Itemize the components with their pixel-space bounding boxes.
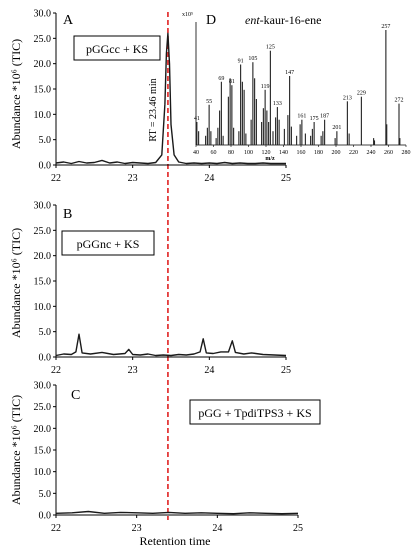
spectrum-x-tick-label: 200 (332, 150, 341, 156)
y-tick-label: 30.0 (34, 201, 52, 212)
spectrum-peak-label: 69 (218, 76, 224, 82)
y-tick-label: 30.0 (34, 381, 52, 392)
x-tick-label: 25 (281, 365, 291, 376)
spectrum-peak-label: 187 (320, 114, 329, 120)
y-tick-label: 0.0 (39, 353, 52, 364)
spectrum-x-tick-label: 100 (244, 150, 253, 156)
mass-spectrum-inset: x10⁵ D ent-kaur-16-ene m/z 40 60 80 100 120 1… (182, 12, 411, 162)
chromatogram-panel-c: C Abundance *10⁶ (TIC) pGG + TpdiTPS3 + … (9, 381, 321, 534)
x-tick-label: 22 (51, 173, 61, 184)
y-tick-label: 5.0 (39, 135, 52, 146)
spectrum-x-tick-label: 180 (314, 150, 323, 156)
chromatogram-trace (55, 333, 287, 357)
y-tick-label: 15.0 (34, 277, 52, 288)
x-tick-label: 25 (293, 523, 303, 534)
spectrum-peak-label: 272 (395, 98, 404, 104)
y-tick-label: 10.0 (34, 467, 52, 478)
spectrum-title-rest: -kaur-16-ene (260, 13, 322, 27)
spectrum-peak-label: 41 (194, 116, 200, 122)
y-axis-label: Abundance *10⁶ (TIC) (9, 39, 23, 149)
spectrum-peak-label: 119 (261, 84, 270, 90)
y-tick-label: 15.0 (34, 85, 52, 96)
spectrum-x-tick-label: 220 (349, 150, 358, 156)
x-tick-label: 25 (281, 173, 291, 184)
spectrum-peak-label: 55 (206, 99, 212, 105)
spectrum-scale-label: x10⁵ (182, 12, 193, 18)
y-axis-label: Abundance *10⁶ (TIC) (9, 228, 23, 338)
spectrum-peak-label: 125 (266, 45, 275, 51)
y-tick-label: 25.0 (34, 402, 52, 413)
y-tick-label: 5.0 (39, 327, 52, 338)
spectrum-peak-label: 91 (238, 59, 244, 65)
spectrum-peak-label: 133 (273, 101, 282, 107)
spectrum-peak-label: 229 (357, 91, 366, 97)
y-tick-label: 0.0 (39, 161, 52, 172)
y-tick-label: 25.0 (34, 226, 52, 237)
spectrum-x-tick-label: 120 (262, 150, 271, 156)
sample-label: pGGcc + KS (86, 42, 148, 56)
y-tick-label: 30.0 (34, 9, 52, 20)
spectrum-x-tick-label: 40 (193, 150, 199, 156)
spectrum-x-label: m/z (265, 156, 275, 162)
spectrum-x-tick-label: 140 (279, 150, 288, 156)
chromatogram-trace (55, 32, 286, 165)
spectrum-peak-label: 175 (310, 116, 319, 122)
y-tick-label: 20.0 (34, 59, 52, 70)
spectrum-peak-label: 201 (332, 125, 341, 131)
spectrum-x-tick-label: 60 (211, 150, 217, 156)
spectrum-peak-label: 147 (285, 70, 294, 76)
y-tick-label: 20.0 (34, 424, 52, 435)
sample-label: pGG + TpdiTPS3 + KS (198, 406, 311, 420)
y-tick-label: 25.0 (34, 34, 52, 45)
x-tick-label: 22 (51, 365, 61, 376)
retention-time-label: RT = 23.46 min (148, 78, 159, 141)
x-tick-label: 24 (204, 365, 214, 376)
spectrum-peak-label: 81 (229, 79, 235, 85)
chromatogram-trace (55, 510, 299, 515)
spectrum-x-tick-label: 240 (367, 150, 376, 156)
spectrum-title-italic: ent (245, 13, 260, 27)
spectrum-peak-label: 257 (381, 24, 390, 30)
x-tick-label: 23 (128, 173, 138, 184)
x-tick-label: 24 (204, 173, 214, 184)
x-tick-label: 23 (128, 365, 138, 376)
sample-label: pGGnc + KS (77, 237, 140, 251)
panel-letter: C (71, 388, 80, 403)
y-tick-label: 5.0 (39, 489, 52, 500)
panel-letter: D (206, 13, 216, 28)
chromatogram-panel-a: A Abundance *10⁶ (TIC) pGGcc + KS 0.0 5.0… (9, 9, 291, 185)
x-axis-title: Retention time (140, 534, 211, 548)
sample-label-box (61, 230, 155, 256)
y-tick-label: 10.0 (34, 302, 52, 313)
spectrum-title: ent-kaur-16-ene (245, 13, 321, 27)
x-tick-label: 23 (132, 523, 142, 534)
spectrum-x-tick-label: 160 (297, 150, 306, 156)
spectrum-x-tick-label: 80 (228, 150, 234, 156)
chromatogram-panel-b: B Abundance *10⁶ (TIC) pGGnc + KS 0.0 5.0… (9, 201, 291, 377)
sample-label-box (189, 399, 321, 425)
panel-letter: A (63, 13, 74, 28)
sample-label-box (73, 35, 161, 61)
spectrum-peak-label: 213 (343, 95, 352, 101)
x-tick-label: 22 (51, 523, 61, 534)
y-tick-label: 15.0 (34, 446, 52, 457)
y-tick-label: 20.0 (34, 251, 52, 262)
y-tick-label: 10.0 (34, 110, 52, 121)
spectrum-peak-label: 105 (248, 56, 257, 62)
x-tick-label: 24 (212, 523, 222, 534)
spectrum-peak-label: 161 (297, 114, 306, 120)
panel-letter: B (63, 207, 72, 222)
spectrum-x-tick-label: 280 (402, 150, 411, 156)
spectrum-x-tick-label: 260 (384, 150, 393, 156)
y-axis-label: Abundance *10⁶ (TIC) (9, 395, 23, 505)
y-tick-label: 0.0 (39, 511, 52, 522)
